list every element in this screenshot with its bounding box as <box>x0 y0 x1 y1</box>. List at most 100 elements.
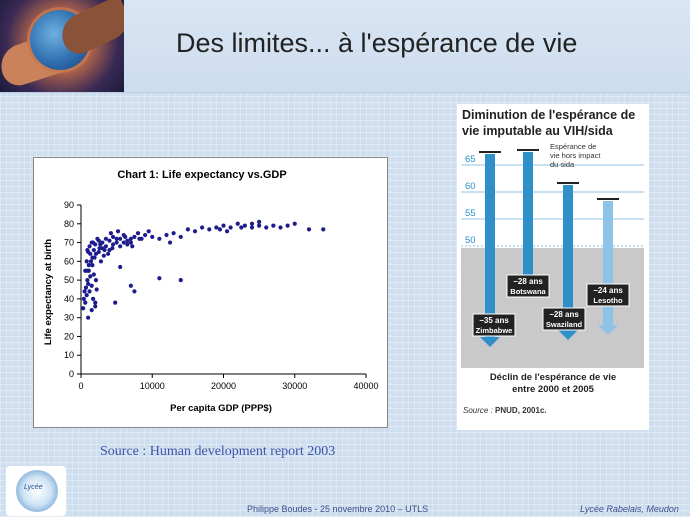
data-point <box>93 278 99 283</box>
data-point <box>86 315 91 320</box>
data-point <box>125 242 130 247</box>
data-point <box>217 227 223 232</box>
data-point <box>91 247 96 253</box>
x-tick-label: 40000 <box>353 381 378 391</box>
data-point <box>114 240 119 245</box>
chart-points <box>81 219 326 320</box>
data-point <box>110 234 116 240</box>
data-point <box>164 232 169 238</box>
x-tick-label: 30000 <box>282 381 307 391</box>
hiv-infographic: Diminution de l'espérance de vie imputab… <box>457 104 649 430</box>
y-tick-label: 90 <box>64 200 74 210</box>
data-point <box>143 232 148 238</box>
y-tick-label: 50 <box>64 275 74 285</box>
logo-label: Lycée <box>24 484 43 491</box>
data-point <box>86 281 91 286</box>
chart-x-axis-label: Per capita GDP (PPP$) <box>170 403 272 414</box>
data-point <box>128 283 133 288</box>
chart-y-axis-label: Life expectancy at birth <box>43 239 54 345</box>
scatter-chart-svg: Chart 1: Life expectancy vs.GDP Per capi… <box>43 169 379 414</box>
data-point <box>214 225 219 230</box>
data-point <box>207 227 212 232</box>
data-point <box>178 278 183 283</box>
data-point <box>85 268 90 273</box>
data-point <box>84 259 89 264</box>
data-point <box>91 240 96 245</box>
data-point <box>93 300 98 305</box>
data-point <box>90 262 95 268</box>
data-point <box>185 227 190 232</box>
data-point <box>91 272 96 277</box>
data-point <box>85 247 90 253</box>
data-point <box>91 296 96 301</box>
data-point <box>292 221 297 226</box>
chart-ticks: 0 10 20 30 40 50 60 70 80 90 0 10000 20000 30000 40000 <box>64 200 379 391</box>
data-point <box>123 234 128 240</box>
data-point <box>128 240 133 245</box>
data-point <box>118 244 123 249</box>
data-point <box>81 306 86 311</box>
data-point <box>271 223 276 228</box>
data-point <box>239 225 244 230</box>
data-point <box>135 231 141 236</box>
data-point <box>93 304 98 309</box>
infographic-caption: Déclin de l'espérance de vie entre 2000 … <box>457 372 649 396</box>
infographic-legend-line: Espérance de <box>550 142 596 151</box>
data-point <box>235 221 240 226</box>
data-point <box>178 234 183 240</box>
data-point <box>101 253 106 258</box>
x-tick-label: 0 <box>78 381 83 391</box>
arrow-shaft <box>485 154 495 338</box>
data-point <box>132 234 137 240</box>
data-point <box>200 225 205 230</box>
arrow-head <box>558 330 578 340</box>
data-point <box>103 244 109 249</box>
country-decline-value: −28 ans <box>549 310 579 319</box>
infographic-caption-line: entre 2000 et 2005 <box>512 384 594 395</box>
infographic-source-value: PNUD, 2001c. <box>495 406 547 415</box>
data-point <box>88 251 93 256</box>
data-point <box>285 223 290 228</box>
infographic-legend-line: du sida <box>550 160 575 169</box>
data-point <box>114 236 119 241</box>
data-point <box>107 238 112 243</box>
infographic-tick-label: 50 <box>465 235 476 246</box>
data-point <box>306 227 312 232</box>
infographic-legend-line: vie hors impact <box>550 151 601 160</box>
slide-title: Des limites... à l'espérance de vie <box>176 28 578 58</box>
country-name: Swaziland <box>546 320 583 329</box>
university-logo: Lycée <box>6 466 66 516</box>
data-point <box>132 289 137 294</box>
data-point <box>97 246 102 251</box>
data-point <box>115 229 121 234</box>
data-point <box>98 242 103 247</box>
data-point <box>121 240 126 245</box>
data-point <box>118 236 123 241</box>
arrow-head <box>480 337 500 347</box>
infographic-source: Source : PNUD, 2001c. <box>463 406 547 415</box>
y-tick-label: 80 <box>64 219 74 229</box>
data-point <box>264 225 269 230</box>
data-point <box>83 300 88 305</box>
data-point <box>146 229 151 234</box>
data-point <box>118 264 123 270</box>
source-text: Source : Human development report 2003 <box>100 444 336 459</box>
infographic-caption-line: Déclin de l'espérance de vie <box>489 372 617 383</box>
y-tick-label: 60 <box>64 256 74 266</box>
data-point <box>192 229 198 234</box>
data-point <box>257 223 262 228</box>
country-decline-value: −35 ans <box>479 316 509 325</box>
logo-circle-icon <box>16 470 58 512</box>
infographic-source-label: Source : <box>463 406 493 415</box>
data-point <box>108 231 114 236</box>
y-tick-label: 30 <box>64 313 74 323</box>
data-point <box>98 259 104 264</box>
country-name: Lesotho <box>593 296 623 305</box>
y-tick-label: 20 <box>64 331 74 341</box>
data-point <box>90 255 95 260</box>
data-point <box>86 262 91 268</box>
